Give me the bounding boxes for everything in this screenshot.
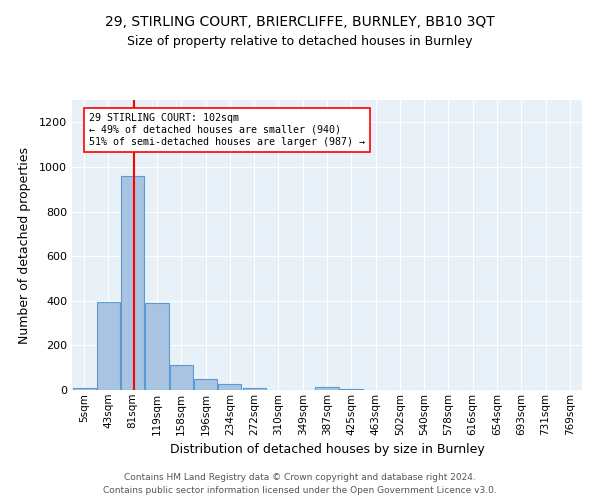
Text: Contains HM Land Registry data © Crown copyright and database right 2024.: Contains HM Land Registry data © Crown c… [124,474,476,482]
X-axis label: Distribution of detached houses by size in Burnley: Distribution of detached houses by size … [170,443,484,456]
Text: 29 STIRLING COURT: 102sqm
← 49% of detached houses are smaller (940)
51% of semi: 29 STIRLING COURT: 102sqm ← 49% of detac… [89,114,365,146]
Bar [194,379,217,390]
Text: Contains public sector information licensed under the Open Government Licence v3: Contains public sector information licen… [103,486,497,495]
Bar [316,388,338,390]
Bar [73,388,95,390]
Y-axis label: Number of detached properties: Number of detached properties [17,146,31,344]
Bar [145,303,169,390]
Bar [170,366,193,390]
Bar [242,388,266,390]
Text: 29, STIRLING COURT, BRIERCLIFFE, BURNLEY, BB10 3QT: 29, STIRLING COURT, BRIERCLIFFE, BURNLEY… [105,15,495,29]
Text: Size of property relative to detached houses in Burnley: Size of property relative to detached ho… [127,35,473,48]
Bar [97,302,120,390]
Bar [121,176,144,390]
Bar [218,384,241,390]
